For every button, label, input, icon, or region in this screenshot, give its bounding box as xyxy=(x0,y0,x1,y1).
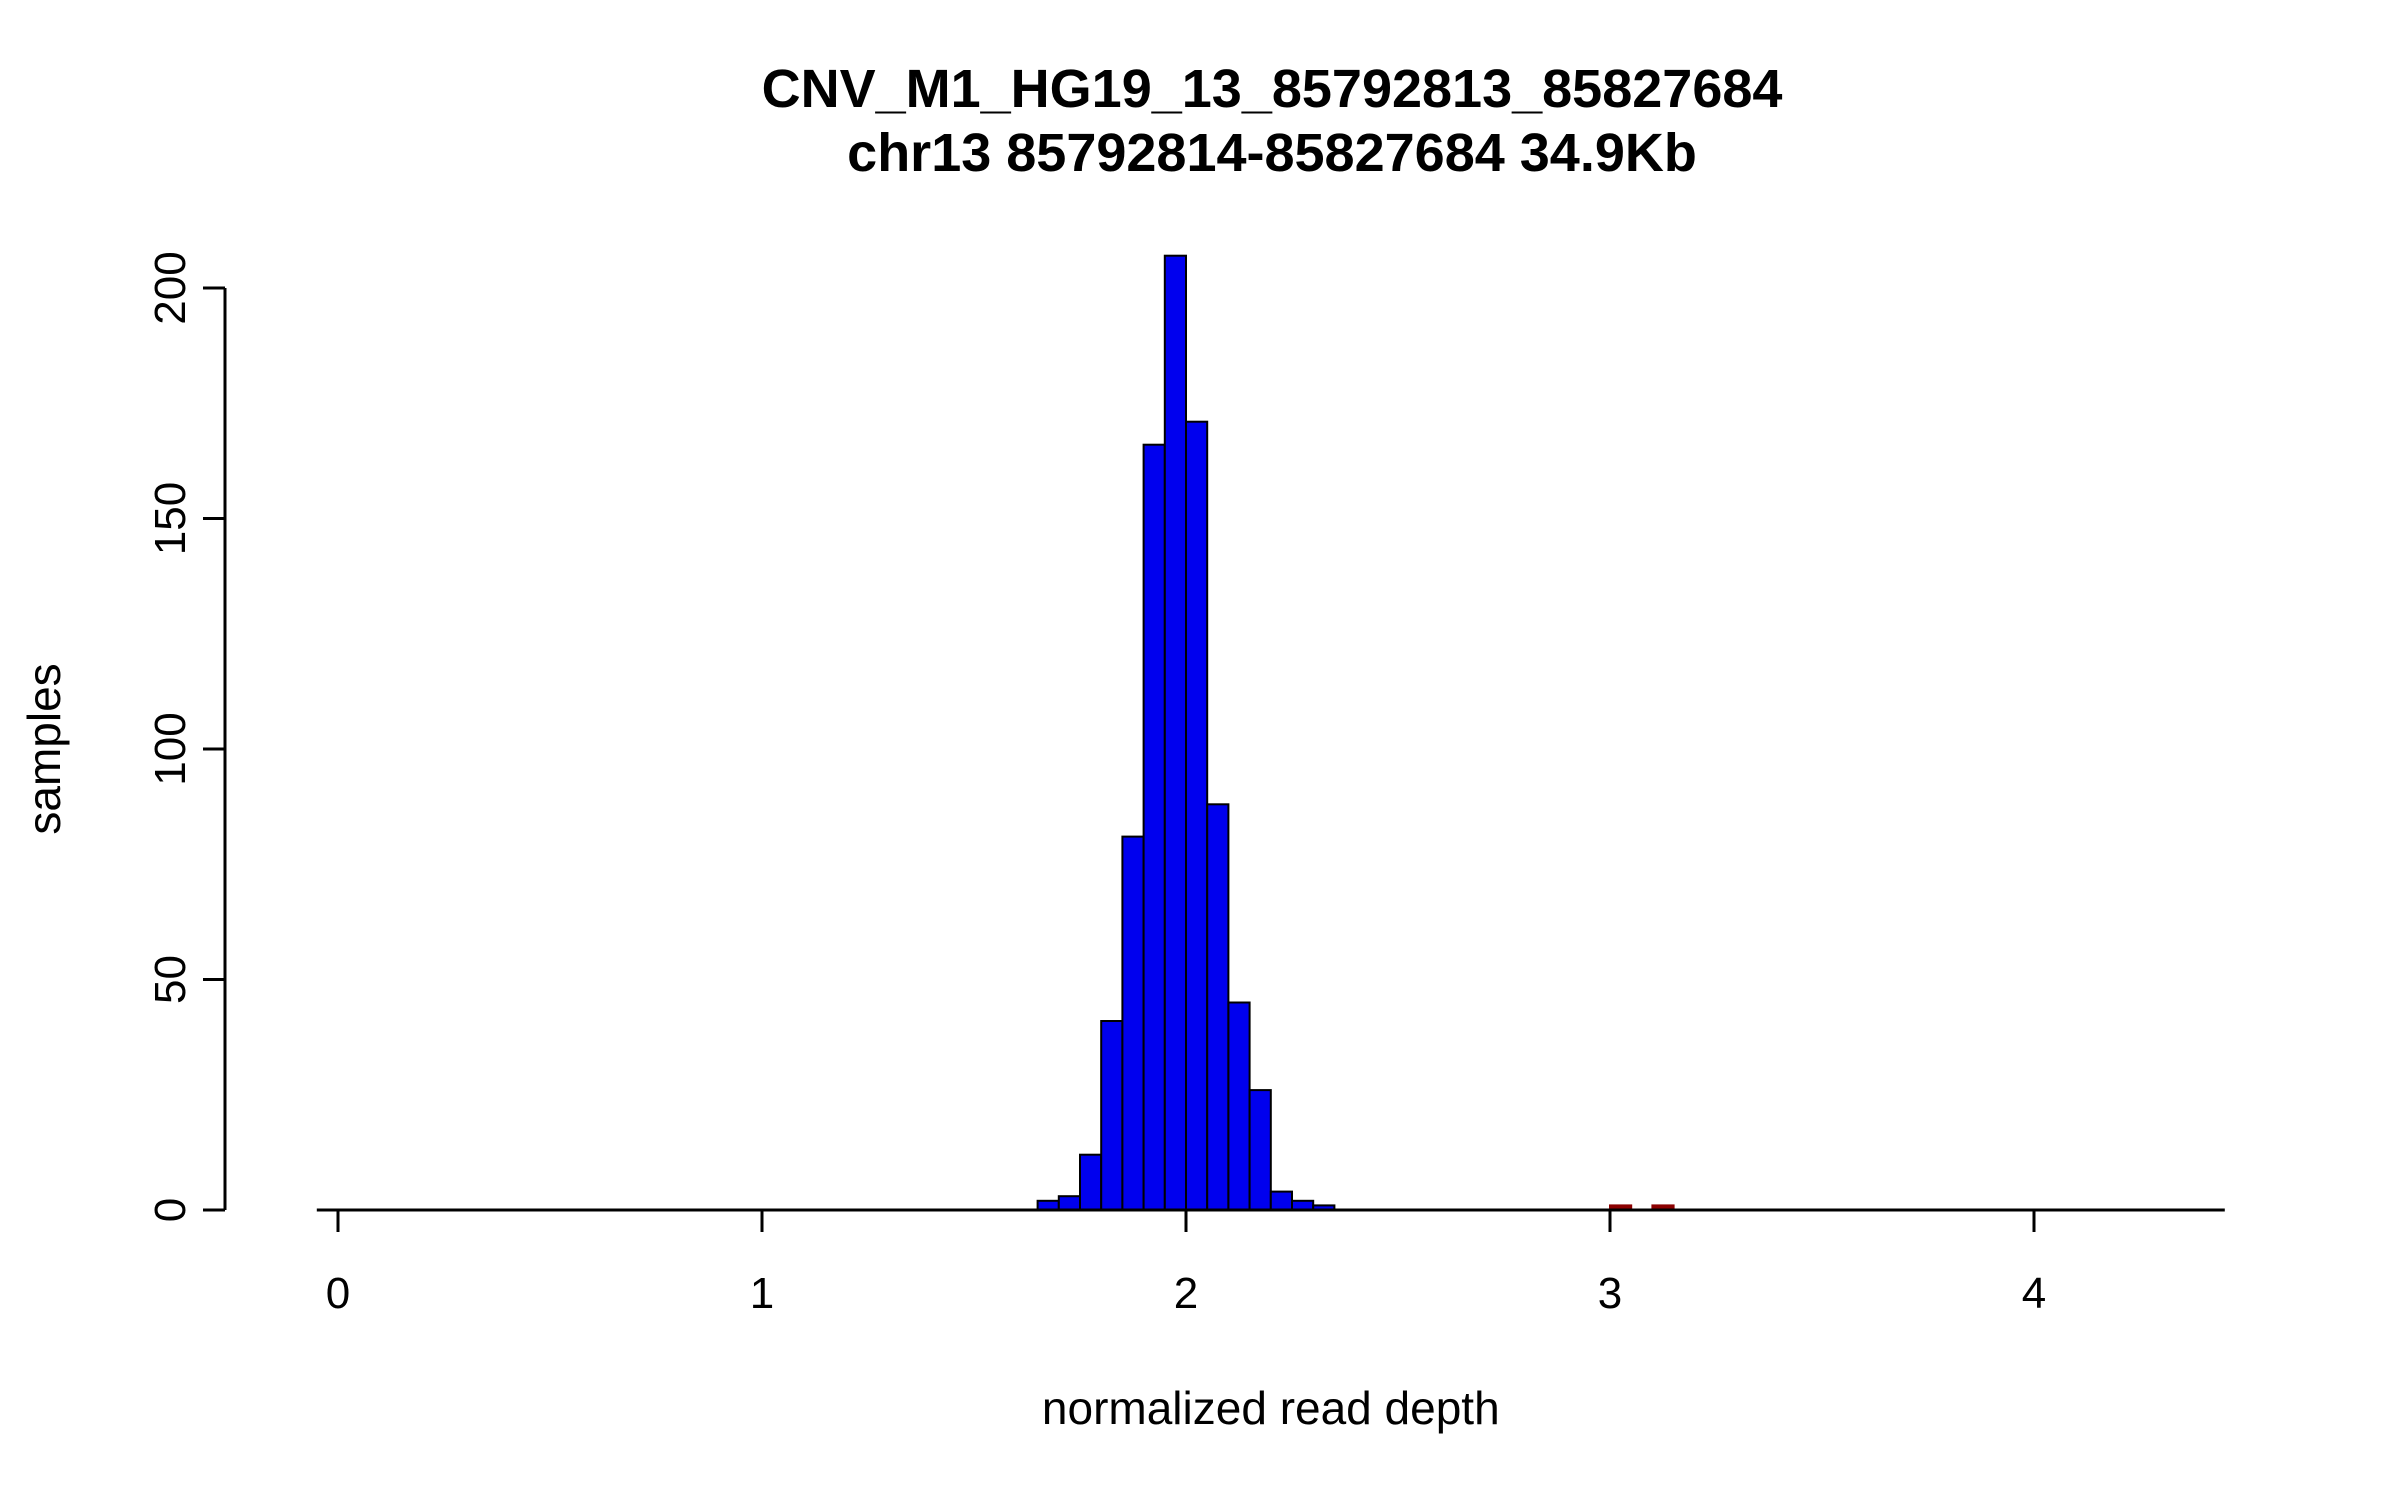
x-tick-label: 3 xyxy=(1598,1269,1622,1318)
x-tick-label: 0 xyxy=(326,1269,350,1318)
y-tick-label: 0 xyxy=(146,1198,195,1222)
y-axis-title: samples xyxy=(18,663,70,834)
y-tick-label: 50 xyxy=(146,955,195,1004)
histogram-bar-samples xyxy=(1227,1001,1251,1211)
x-tick-label: 4 xyxy=(2022,1269,2046,1318)
x-tick-label: 1 xyxy=(750,1269,774,1318)
histogram-bar-samples xyxy=(1142,443,1166,1211)
histogram-bar-samples xyxy=(1269,1190,1294,1211)
histogram-bar-samples xyxy=(1185,420,1209,1211)
chart-title: CNV_M1_HG19_13_85792813_85827684 xyxy=(761,59,1783,119)
x-axis-title: normalized read depth xyxy=(1042,1382,1500,1434)
y-tick-label: 100 xyxy=(146,712,195,785)
y-tick-label: 200 xyxy=(146,251,195,324)
histogram-bar-samples xyxy=(1248,1089,1272,1211)
chart-subtitle: chr13 85792814-85827684 34.9Kb xyxy=(847,123,1697,183)
y-tick-label: 150 xyxy=(146,482,195,555)
x-tick-label: 2 xyxy=(1174,1269,1198,1318)
histogram-bar-samples xyxy=(1163,254,1188,1211)
histogram-bar-samples xyxy=(1121,835,1145,1211)
histogram-bar-samples xyxy=(1100,1020,1124,1211)
histogram-bar-samples xyxy=(1206,803,1230,1211)
histogram-bar-samples xyxy=(1057,1195,1082,1211)
histogram-bar-samples xyxy=(1079,1153,1103,1211)
